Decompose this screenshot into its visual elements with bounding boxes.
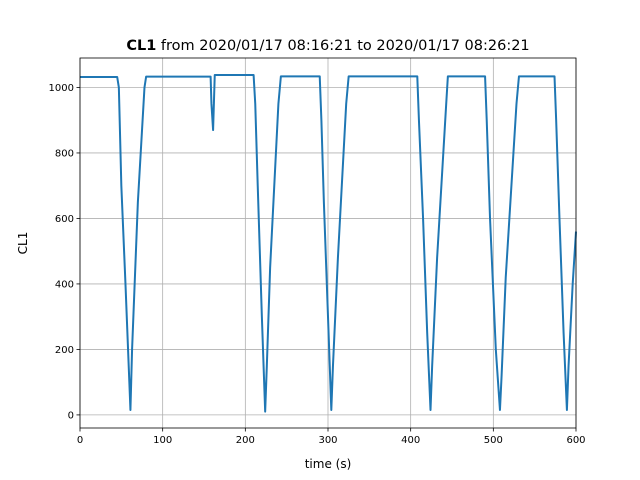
series-line (80, 74, 577, 413)
x-tick-label: 400 (401, 435, 420, 446)
series-line-group (80, 74, 577, 413)
y-tick-label: 400 (55, 279, 74, 290)
ticks: 0 100 200 300 400 500 600 0 200 400 600 800 1000 (49, 83, 586, 446)
y-tick-label: 1000 (49, 83, 74, 94)
x-tick-label: 600 (566, 435, 585, 446)
x-tick-label: 200 (236, 435, 255, 446)
y-tick-label: 200 (55, 345, 74, 356)
y-tick-label: 0 (68, 410, 74, 421)
x-tick-label: 500 (484, 435, 503, 446)
chart-title-rest: from 2020/01/17 08:16:21 to 2020/01/17 0… (156, 38, 529, 54)
x-tick-label: 300 (318, 435, 337, 446)
x-tick-label: 0 (77, 435, 83, 446)
chart-title-bold: CL1 (126, 38, 156, 54)
y-tick-label: 600 (55, 214, 74, 225)
chart-title: CL1 from 2020/01/17 08:16:21 to 2020/01/… (126, 38, 529, 54)
y-axis-label: CL1 (16, 232, 30, 255)
y-tick-label: 800 (55, 148, 74, 159)
x-axis-label: time (s) (305, 457, 352, 471)
x-tick-label: 100 (153, 435, 172, 446)
